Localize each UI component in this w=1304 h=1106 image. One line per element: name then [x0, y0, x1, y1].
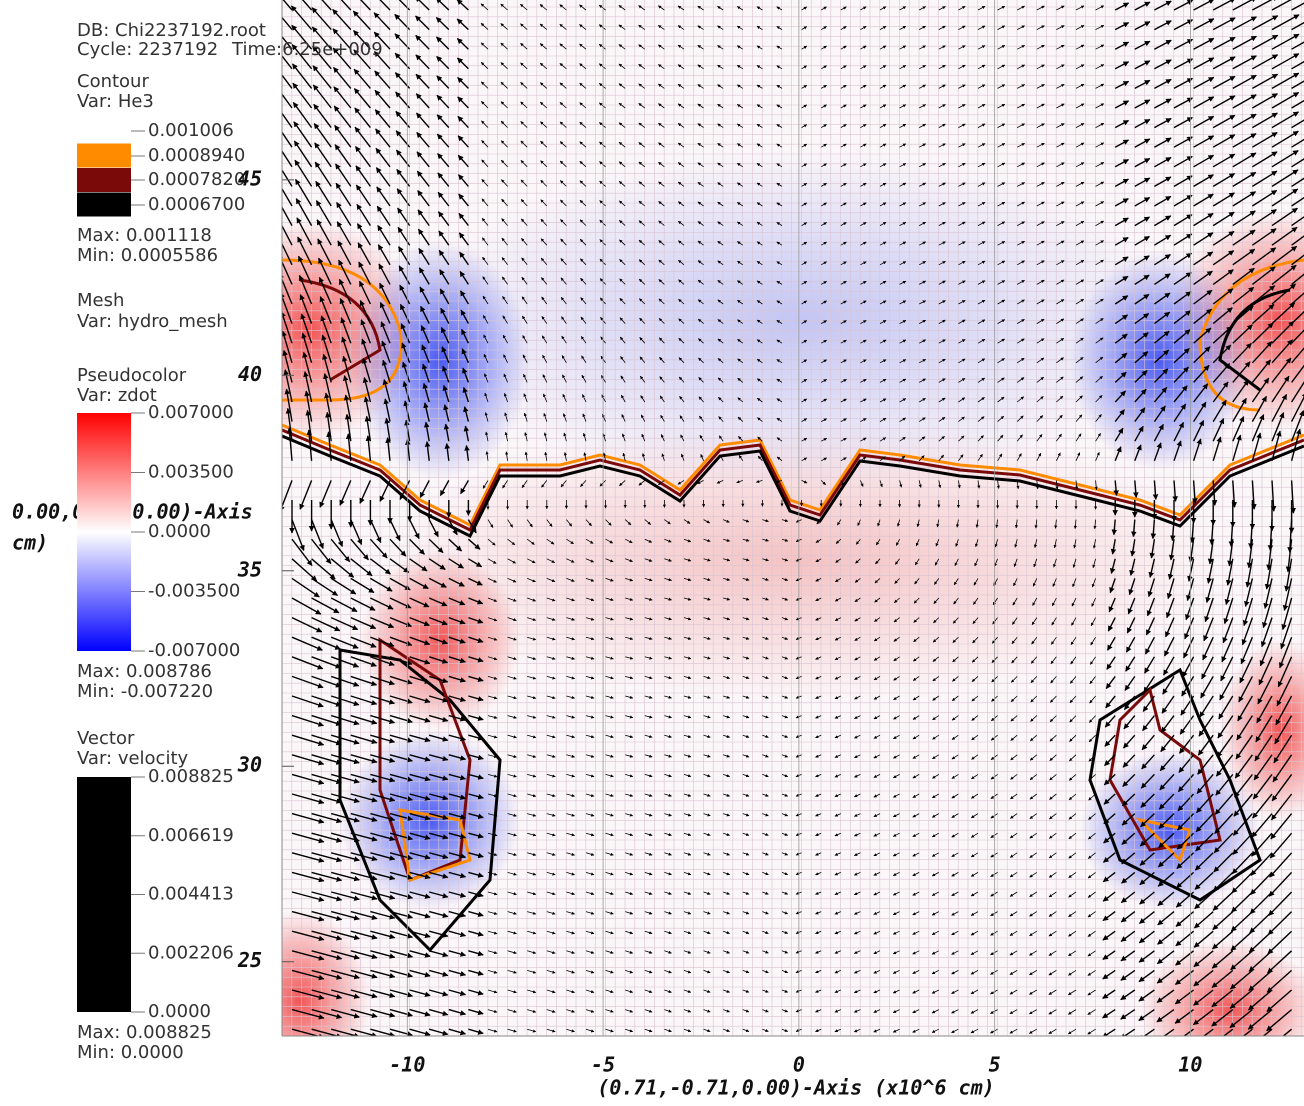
page: 0.00,0.71,0.00)-Axis cm) DB: Chi2237192.r… — [0, 0, 1304, 1106]
contour-swatch — [77, 193, 131, 217]
y-axis-label: 0.00,0.71,0.00)-Axis — [12, 500, 253, 524]
y-axis-label: cm) — [12, 531, 48, 555]
legend-max: Max: 0.008825 — [77, 1022, 212, 1043]
legend-var: Var: He3 — [77, 91, 154, 112]
legend-title: Mesh — [77, 290, 124, 311]
legend-label: 0.007000 — [148, 402, 234, 423]
legend-label: 0.002206 — [148, 942, 234, 963]
legend-label: -0.003500 — [148, 581, 240, 602]
legend-label: 0.008825 — [148, 766, 234, 787]
legend-label: 0.0000 — [148, 521, 211, 542]
contour-swatch — [77, 144, 131, 168]
x-tick-label: -5 — [591, 1053, 615, 1077]
y-tick-label: 45 — [238, 166, 262, 190]
colorbar — [77, 413, 131, 651]
cycle: Cycle: 2237192 — [77, 39, 218, 60]
x-tick-label: 5 — [989, 1053, 1001, 1077]
legend-label: 0.0008940 — [148, 145, 245, 166]
legend-title: Contour — [77, 71, 149, 92]
y-tick-label: 30 — [237, 753, 262, 777]
legend-label: 0.004413 — [148, 884, 234, 905]
legend-title: Pseudocolor — [77, 365, 187, 386]
legend-min: Min: 0.0005586 — [77, 245, 218, 266]
legend-max: Max: 0.001118 — [77, 225, 212, 246]
database-name: DB: Chi2237192.root — [77, 20, 266, 41]
legend-label: 0.006619 — [148, 825, 234, 846]
y-tick-label: 25 — [237, 948, 262, 972]
x-tick-label: -10 — [389, 1053, 425, 1077]
x-axis-label: (0.71,-0.71,0.00)-Axis (x10^6 cm) — [597, 1076, 994, 1100]
time: Time:6.25e+009 — [231, 39, 383, 60]
legend-label: -0.007000 — [148, 640, 240, 661]
legend-label: 0.003500 — [148, 462, 234, 483]
legend-var: Var: zdot — [77, 385, 157, 406]
legend-label: 0.0006700 — [148, 194, 245, 215]
y-axis-label: 0.00,0.71,0.00)-Axis cm) — [12, 500, 253, 555]
legend-var: Var: hydro_mesh — [77, 311, 228, 332]
legend-max: Max: 0.008786 — [77, 661, 212, 682]
contour-swatch — [77, 168, 131, 192]
legend-label: 0.0007820 — [148, 169, 245, 190]
x-tick-label: 10 — [1178, 1053, 1202, 1077]
legend-title: Vector — [77, 728, 135, 749]
legend-min: Min: -0.007220 — [77, 681, 213, 702]
legend-min: Min: 0.0000 — [77, 1042, 184, 1063]
colorbar — [77, 777, 131, 1012]
legend-label: 0.001006 — [148, 120, 234, 141]
y-tick-label: 35 — [237, 557, 262, 581]
y-tick-label: 40 — [238, 362, 262, 386]
legend-label: 0.0000 — [148, 1001, 211, 1022]
visualization: 0.00,0.71,0.00)-Axis cm) DB: Chi2237192.r… — [0, 0, 1304, 1106]
x-tick-label: 0 — [793, 1053, 805, 1077]
plot-area — [200, 0, 1304, 1090]
